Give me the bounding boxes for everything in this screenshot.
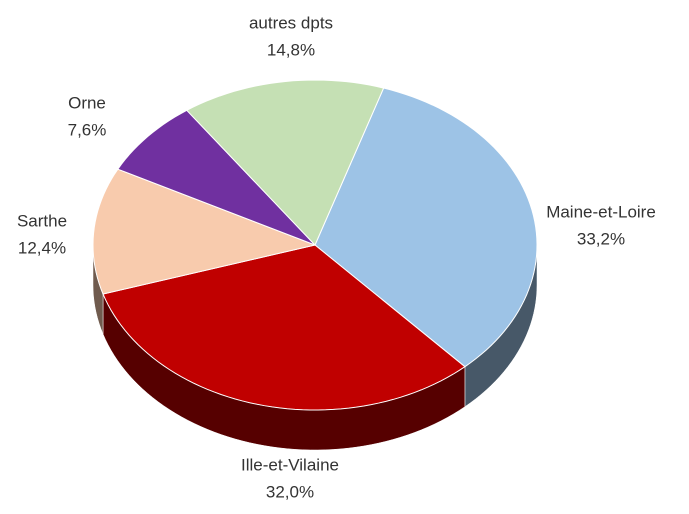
pie-slice	[117, 109, 316, 246]
value-label: 12,4%	[18, 238, 66, 257]
pie-slice	[314, 87, 538, 368]
value-label: 14,8%	[267, 40, 315, 59]
slice-label: Sarthe	[17, 211, 67, 230]
slice-label: Maine-et-Loire	[546, 202, 656, 221]
slice-label: Ille-et-Vilaine	[241, 455, 339, 474]
value-label: 32,0%	[266, 482, 314, 501]
value-label: 33,2%	[577, 229, 625, 248]
slice-label: Orne	[68, 93, 106, 112]
pie-slice	[92, 168, 317, 295]
value-label: 7,6%	[68, 120, 107, 139]
slice-label: autres dpts	[249, 13, 333, 32]
pie-slice	[102, 244, 466, 411]
pie-slice	[185, 79, 385, 246]
